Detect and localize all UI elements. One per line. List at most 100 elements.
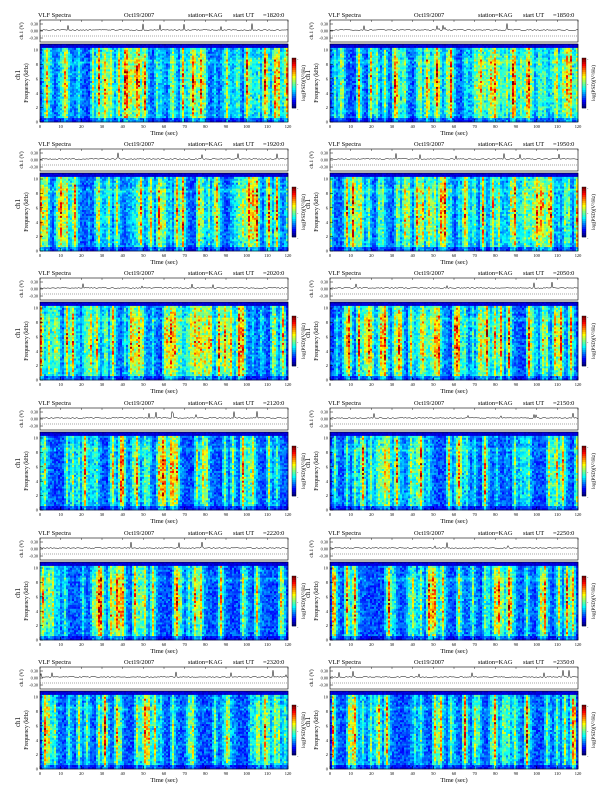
spectrogram-cell [168,110,170,112]
spectrogram-cell [106,77,108,79]
spectrogram-cell [46,116,48,118]
spectrogram-cell [90,101,92,103]
spectrogram-cell [240,67,242,69]
spectrogram-cell [60,104,62,106]
spectrogram-cell [110,112,112,114]
spectrogram-cell [88,46,90,48]
spectrogram-cell [46,65,48,67]
spectrogram-cell [92,56,94,58]
spectrogram-cell [216,89,218,91]
spectrogram-cell [112,44,114,46]
spectrogram-cell [126,93,128,95]
spectrogram-cell [222,58,224,60]
spectrogram-cell [202,81,204,83]
spectrogram-cell [86,85,88,87]
spectrogram-cell [284,48,286,50]
spectrogram-cell [254,103,256,105]
spectrogram-cell [172,95,174,97]
spectrogram-cell [116,50,118,52]
spectrogram-cell [200,79,202,81]
spectrogram-cell [42,62,44,64]
spectrogram-cell [282,103,284,105]
spectrogram-cell [218,60,220,62]
spectrogram-cell [246,73,248,75]
spectrogram-cell [156,64,158,66]
spectrogram-cell [140,81,142,83]
spectrogram-cell [152,60,154,62]
spectrogram-cell [148,89,150,91]
spectrogram-cell [208,99,210,101]
spectrogram-cell [182,99,184,101]
spectrogram-cell [82,118,84,120]
spectrogram-cell [202,75,204,77]
spectrogram-cell [276,50,278,52]
spectrogram-cell [270,99,272,101]
spectrogram-cell [240,93,242,95]
spectrogram-cell [82,91,84,93]
spectrogram-cell [144,44,146,46]
spectrogram-cell [94,97,96,99]
spectrogram-cell [258,81,260,83]
spectrogram-cell [86,112,88,114]
spectrogram-cell [66,73,68,75]
spectrogram-cell [250,95,252,97]
spectrogram-cell [148,64,150,66]
spectrogram-cell [162,99,164,101]
spectrogram-cell [276,101,278,103]
spectrogram-cell [52,69,54,71]
spectrogram-cell [94,64,96,66]
spectrogram-cell [132,64,134,66]
spectrogram-cell [40,97,42,99]
spectrogram-cell [140,83,142,85]
spectrogram-cell [108,104,110,106]
spectrogram-cell [150,67,152,69]
spectrogram-cell [140,46,142,48]
spectrogram-cell [130,93,132,95]
spectrogram-cell [164,108,166,110]
spectrogram-cell [266,56,268,58]
spectrogram-cell [106,46,108,48]
spectrogram-cell [186,91,188,93]
spectrogram-cell [282,71,284,73]
spectrogram-cell [100,79,102,81]
spectrogram-cell [52,64,54,66]
spectrogram-cell [122,85,124,87]
spectrogram-cell [202,67,204,69]
spectrogram-cell [58,93,60,95]
spectrogram-cell [128,97,130,99]
spectrogram-cell [200,73,202,75]
spectrogram-cell [190,67,192,69]
spectrogram-cell [118,62,120,64]
spectrogram-cell [156,104,158,106]
spectrogram-cell [102,103,104,105]
spectrogram-cell [232,52,234,54]
spectrogram-cell [168,99,170,101]
spectrogram-cell [60,97,62,99]
spectrogram-cell [134,79,136,81]
spectrogram-cell [232,69,234,71]
spectrogram-cell [240,91,242,93]
spectrogram-cell [156,71,158,73]
spectrogram-cell [140,75,142,77]
spectrogram-cell [166,91,168,93]
spectrogram-cell [278,116,280,118]
spectrogram-cell [136,58,138,60]
spectrogram-cell [94,106,96,108]
spectrogram-cell [206,67,208,69]
spectrogram-cell [130,106,132,108]
spectrogram-cell [230,73,232,75]
spectrogram-cell [202,114,204,116]
spectrogram-cell [140,73,142,75]
spectrogram-cell [128,52,130,54]
spectrogram-cell [180,104,182,106]
spectrogram-cell [132,69,134,71]
spectrogram-cell [280,48,282,50]
spectrogram-cell [42,54,44,56]
spectrogram-cell [166,60,168,62]
spectrogram-cell [146,58,148,60]
spectrogram-cell [232,75,234,77]
spectrogram-cell [200,116,202,118]
spectrogram-cell [94,65,96,67]
spectrogram-cell [262,101,264,103]
spectrogram-cell [256,73,258,75]
